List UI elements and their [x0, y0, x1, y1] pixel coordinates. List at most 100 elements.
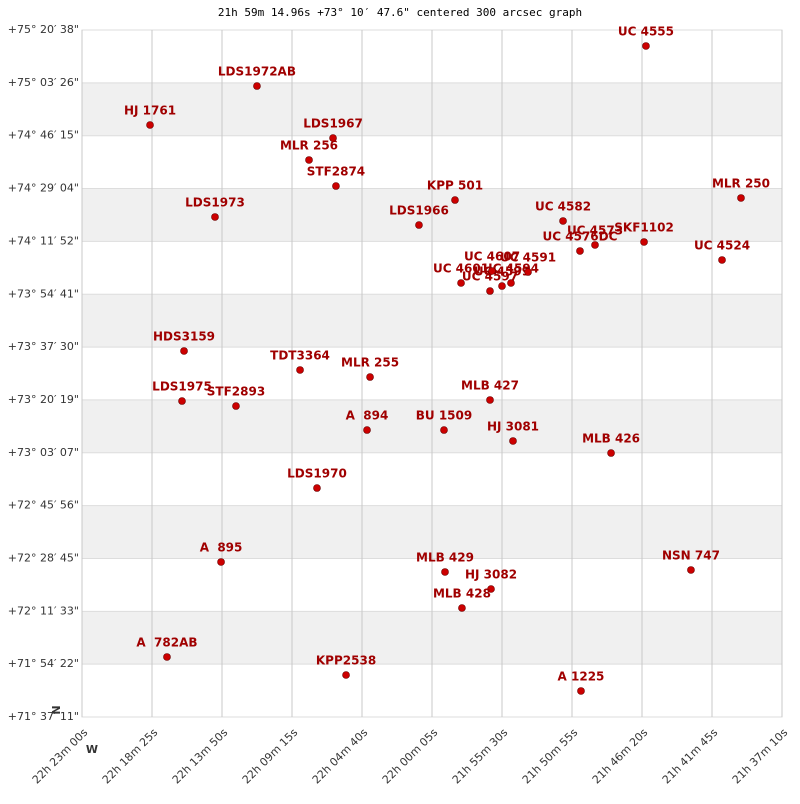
star-label: STF2874 — [307, 165, 365, 179]
star-point — [607, 449, 615, 457]
star-point — [488, 267, 496, 275]
star-point — [687, 566, 695, 574]
y-tick-label: +73° 54′ 41" — [8, 287, 79, 300]
star-label: STF2893 — [207, 385, 265, 399]
star-label: UC 4524 — [694, 238, 750, 252]
y-tick-label: +75° 20′ 38" — [8, 23, 79, 36]
star-label: UC 4601 — [433, 261, 489, 275]
star-point — [296, 366, 304, 374]
star-point — [576, 247, 584, 255]
star-label: A 895 — [200, 540, 243, 554]
star-point — [451, 196, 459, 204]
star-point — [363, 426, 371, 434]
star-label: LDS1966 — [389, 204, 449, 218]
chart-title: 21h 59m 14.96s +73° 10′ 47.6" centered 3… — [218, 6, 582, 19]
star-point — [441, 568, 449, 576]
star-point — [486, 287, 494, 295]
star-point — [591, 241, 599, 249]
star-point — [253, 82, 261, 90]
star-label: KPP 501 — [427, 179, 483, 193]
x-tick-label: 21h 37m 10s — [730, 726, 791, 787]
star-label: HDS3159 — [153, 329, 215, 343]
y-tick-label: +73° 20′ 19" — [8, 393, 79, 406]
y-tick-label: +72° 28′ 45" — [8, 551, 79, 564]
star-label: LDS1972AB — [218, 65, 296, 79]
star-point — [577, 687, 585, 695]
star-label: MLB 429 — [416, 550, 474, 564]
star-point — [457, 279, 465, 287]
star-label: TDT3364 — [270, 348, 330, 362]
star-label: UC 4582 — [535, 199, 591, 213]
star-label: MLB 427 — [461, 378, 519, 392]
y-tick-label: +75° 03′ 26" — [8, 76, 79, 89]
star-point — [415, 221, 423, 229]
x-tick-label: 22h 04m 40s — [310, 726, 371, 787]
star-point — [178, 397, 186, 405]
star-label: SKF1102 — [614, 220, 674, 234]
star-label: UC 4597 — [462, 270, 518, 284]
star-point — [737, 194, 745, 202]
star-label: MLB 428 — [433, 587, 491, 601]
star-label: UC 4591 — [500, 251, 556, 265]
star-point — [332, 182, 340, 190]
star-point — [718, 256, 726, 264]
star-point — [211, 213, 219, 221]
y-tick-label: +74° 29′ 04" — [8, 182, 79, 195]
plot-background — [81, 29, 783, 718]
x-tick-label: 22h 00m 05s — [380, 726, 441, 787]
star-label: A 894 — [346, 409, 389, 423]
star-point — [313, 484, 321, 492]
star-point — [163, 653, 171, 661]
star-point — [458, 604, 466, 612]
star-label: HJ 1761 — [124, 104, 176, 118]
star-point — [342, 671, 350, 679]
star-label: NSN 747 — [662, 548, 720, 562]
y-tick-label: +74° 46′ 15" — [8, 129, 79, 142]
x-tick-label: 22h 09m 15s — [240, 726, 301, 787]
x-tick-label: 22h 13m 50s — [170, 726, 231, 787]
star-label: A 1225 — [558, 669, 605, 683]
y-tick-label: +73° 03′ 07" — [8, 446, 79, 459]
star-label: MLR 250 — [712, 176, 770, 190]
y-tick-label: +74° 11′ 52" — [8, 234, 79, 247]
star-label: MLR 256 — [280, 138, 338, 152]
star-label: A 782AB — [136, 635, 197, 649]
x-tick-label: 21h 50m 55s — [520, 726, 581, 787]
x-tick-label: 21h 41m 45s — [660, 726, 721, 787]
y-tick-label: +72° 11′ 33" — [8, 604, 79, 617]
y-tick-label: +72° 45′ 56" — [8, 499, 79, 512]
star-point — [232, 402, 240, 410]
x-tick-label: 22h 23m 00s — [30, 726, 91, 787]
star-label: MLB 426 — [582, 432, 640, 446]
x-tick-label: 21h 46m 20s — [590, 726, 651, 787]
star-label: LDS1967 — [303, 117, 363, 131]
y-axis-label: N — [50, 705, 63, 714]
star-label: BU 1509 — [416, 409, 472, 423]
star-point — [366, 373, 374, 381]
star-label: UC 4607 — [464, 249, 520, 263]
x-tick-label: 22h 18m 25s — [100, 726, 161, 787]
star-point — [509, 437, 517, 445]
x-axis-label: W — [86, 743, 98, 756]
y-tick-label: +73° 37′ 30" — [8, 340, 79, 353]
star-point — [524, 268, 532, 276]
star-point — [305, 156, 313, 164]
y-tick-label: +71° 54′ 22" — [8, 657, 79, 670]
star-label: LDS1973 — [185, 195, 245, 209]
star-point — [217, 558, 225, 566]
star-point — [146, 121, 154, 129]
star-label: HJ 3082 — [465, 567, 517, 581]
star-point — [642, 42, 650, 50]
star-label: HJ 3081 — [487, 419, 539, 433]
star-point — [486, 396, 494, 404]
star-label: KPP2538 — [316, 654, 376, 668]
y-tick-label: +71° 37′ 11" — [8, 710, 79, 723]
x-tick-label: 21h 55m 30s — [450, 726, 511, 787]
star-point — [487, 585, 495, 593]
star-point — [498, 282, 506, 290]
star-point — [559, 217, 567, 225]
star-label: LDS1970 — [287, 467, 347, 481]
star-label: MLR 255 — [341, 356, 399, 370]
star-label: UC 4573 — [567, 223, 623, 237]
